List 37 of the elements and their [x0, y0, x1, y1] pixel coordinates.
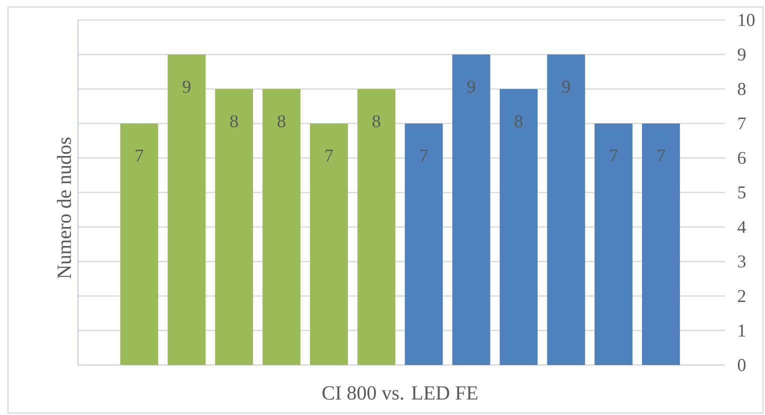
bar	[404, 123, 443, 365]
y-tick-label: 2	[738, 290, 746, 302]
data-label: 9	[182, 80, 190, 93]
y-tick-label: 6	[738, 152, 746, 164]
data-label: 7	[136, 150, 144, 162]
data-label: 8	[514, 115, 522, 128]
bar	[120, 123, 158, 365]
data-label: 9	[562, 80, 570, 93]
bar	[357, 88, 396, 365]
y-tick-label: 1	[738, 324, 746, 336]
y-tick-label: 9	[738, 48, 746, 61]
y-tick-label: 4	[738, 221, 746, 233]
bar	[594, 123, 633, 365]
y-tick-label: 3	[738, 255, 746, 268]
x-axis-title: CI 800 vs. LED FE	[322, 386, 478, 400]
y-tick-label: 10	[738, 14, 755, 26]
bar	[547, 54, 586, 365]
bar	[168, 54, 206, 365]
bar	[500, 88, 538, 365]
y-tick-label: 8	[738, 82, 746, 96]
data-label: 9	[467, 80, 476, 93]
data-label: 7	[420, 150, 428, 162]
data-label: 7	[610, 150, 618, 162]
y-tick-label: 5	[738, 186, 746, 198]
bar	[215, 88, 254, 365]
y-tick-label: 7	[738, 118, 746, 130]
bar	[262, 88, 300, 365]
data-label: 7	[658, 150, 665, 162]
y-tick-label: 0	[738, 358, 746, 372]
bar	[642, 123, 680, 365]
y-axis-title: Numero de nudos	[56, 138, 72, 279]
data-label: 8	[230, 115, 238, 128]
data-label: 7	[326, 150, 333, 162]
bar	[310, 123, 348, 365]
data-label: 8	[278, 115, 286, 128]
bar	[452, 54, 490, 365]
data-label: 8	[372, 115, 380, 128]
